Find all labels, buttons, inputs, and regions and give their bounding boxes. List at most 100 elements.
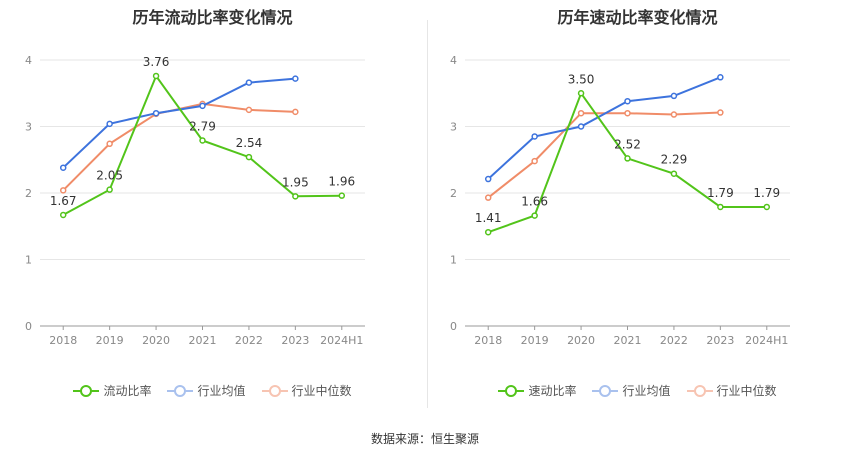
legend-marker-icon xyxy=(73,384,100,398)
data-point xyxy=(152,72,160,80)
data-point xyxy=(245,153,253,161)
legend-marker-icon xyxy=(261,384,288,398)
data-point xyxy=(199,102,206,110)
y-tick-label: 3 xyxy=(450,121,457,134)
series-line xyxy=(487,76,721,180)
y-tick-label: 0 xyxy=(450,320,457,333)
legend-label: 流动比率 xyxy=(103,384,152,398)
data-point xyxy=(577,109,585,117)
data-point xyxy=(484,194,492,201)
data-point xyxy=(199,137,206,144)
data-point xyxy=(245,106,253,114)
data-point xyxy=(59,211,67,219)
data-label: 2.54 xyxy=(236,136,263,150)
panel-divider xyxy=(427,20,428,408)
data-point xyxy=(106,120,113,128)
legend-item-primary[interactable]: 流动比率 xyxy=(73,382,151,399)
y-tick-label: 4 xyxy=(25,54,32,67)
legend-label: 行业中位数 xyxy=(291,384,352,398)
data-point xyxy=(531,133,538,140)
data-point xyxy=(484,228,492,236)
legend-label: 行业均值 xyxy=(622,384,671,398)
data-point xyxy=(717,74,724,81)
data-point xyxy=(670,111,678,118)
x-tick-label: 2018 xyxy=(49,334,77,347)
series-line xyxy=(62,73,342,216)
y-tick-label: 1 xyxy=(450,254,457,267)
chart-title: 历年速动比率变化情况 xyxy=(557,8,718,27)
chart-legend: 速动比率 行业均值 行业中位数 xyxy=(425,382,850,399)
data-point xyxy=(338,192,346,199)
data-label: 1.41 xyxy=(475,211,502,225)
y-tick-label: 2 xyxy=(450,187,457,200)
y-tick-label: 1 xyxy=(25,254,32,267)
chart-panel-current-ratio: 历年流动比率变化情况 0 1 2 3 4 2018 2019 2020 2021 2022 2023… xyxy=(0,0,425,420)
x-tick-label: 2019 xyxy=(96,334,124,347)
data-label: 1.67 xyxy=(50,194,77,208)
x-tick-label: 2020 xyxy=(567,334,595,347)
data-label: 2.05 xyxy=(96,169,123,183)
chart-legend: 流动比率 行业均值 行业中位数 xyxy=(0,382,425,399)
legend-marker-icon xyxy=(498,384,525,398)
data-point xyxy=(106,186,113,193)
data-point xyxy=(531,212,538,219)
chart-title: 历年流动比率变化情况 xyxy=(132,8,293,27)
x-tick-label: 2022 xyxy=(660,334,688,347)
data-point xyxy=(292,75,299,82)
data-point xyxy=(577,90,585,97)
data-source-note: 数据来源：恒生聚源 xyxy=(370,432,479,446)
x-tick-label: 2018 xyxy=(474,334,502,347)
line-chart-quick-ratio: 0 1 2 3 4 2018 2019 2020 2021 2022 2023 2024H1 1.41 1… xyxy=(450,54,790,347)
data-point xyxy=(624,97,631,105)
data-point xyxy=(106,140,113,148)
data-point xyxy=(670,92,678,100)
x-tick-label: 2023 xyxy=(706,334,734,347)
data-point xyxy=(292,193,299,200)
x-tick-label: 2019 xyxy=(521,334,549,347)
x-tick-label: 2020 xyxy=(142,334,170,347)
data-label: 2.29 xyxy=(661,153,688,167)
legend-marker-icon xyxy=(592,384,619,398)
chart-panel-quick-ratio: 历年速动比率变化情况 0 1 2 3 4 2018 2019 2020 2021 2022 2023… xyxy=(425,0,850,420)
data-label: 1.79 xyxy=(753,186,780,200)
data-label: 3.50 xyxy=(568,72,595,86)
legend-label: 速动比率 xyxy=(528,384,577,398)
data-point xyxy=(624,109,631,117)
legend-item-median[interactable]: 行业中位数 xyxy=(261,382,352,399)
data-point xyxy=(531,157,538,165)
x-tick-label: 2024H1 xyxy=(320,334,363,347)
data-point xyxy=(245,79,253,86)
y-tick-label: 0 xyxy=(25,320,32,333)
y-tick-label: 4 xyxy=(450,54,457,67)
legend-label: 行业均值 xyxy=(197,384,246,398)
x-tick-label: 2021 xyxy=(614,334,642,347)
data-label: 2.52 xyxy=(614,137,641,151)
data-label: 1.79 xyxy=(707,186,734,200)
legend-item-primary[interactable]: 速动比率 xyxy=(498,382,576,399)
line-chart-current-ratio: 0 1 2 3 4 2018 2019 2020 2021 2022 2023 2024H1 1.67 2… xyxy=(25,54,365,347)
data-point xyxy=(763,203,771,211)
data-point xyxy=(624,155,631,162)
data-point xyxy=(59,164,67,171)
y-tick-label: 2 xyxy=(25,187,32,200)
data-point xyxy=(670,170,678,177)
legend-item-avg[interactable]: 行业均值 xyxy=(167,382,246,399)
data-point xyxy=(152,109,160,117)
data-label: 1.96 xyxy=(328,175,355,189)
data-label: 1.66 xyxy=(521,195,548,209)
legend-item-avg[interactable]: 行业均值 xyxy=(592,382,671,399)
legend-label: 行业中位数 xyxy=(716,384,777,398)
data-point xyxy=(717,109,724,116)
data-label: 2.79 xyxy=(189,119,216,133)
data-point xyxy=(717,203,724,211)
x-tick-label: 2024H1 xyxy=(745,334,788,347)
data-point xyxy=(292,108,299,116)
x-tick-label: 2023 xyxy=(281,334,309,347)
y-tick-label: 3 xyxy=(25,121,32,134)
data-point xyxy=(484,175,492,183)
data-label: 3.76 xyxy=(143,55,170,69)
data-label: 1.95 xyxy=(282,175,309,189)
data-point xyxy=(577,123,585,130)
x-tick-label: 2022 xyxy=(235,334,263,347)
legend-item-median[interactable]: 行业中位数 xyxy=(686,382,777,399)
